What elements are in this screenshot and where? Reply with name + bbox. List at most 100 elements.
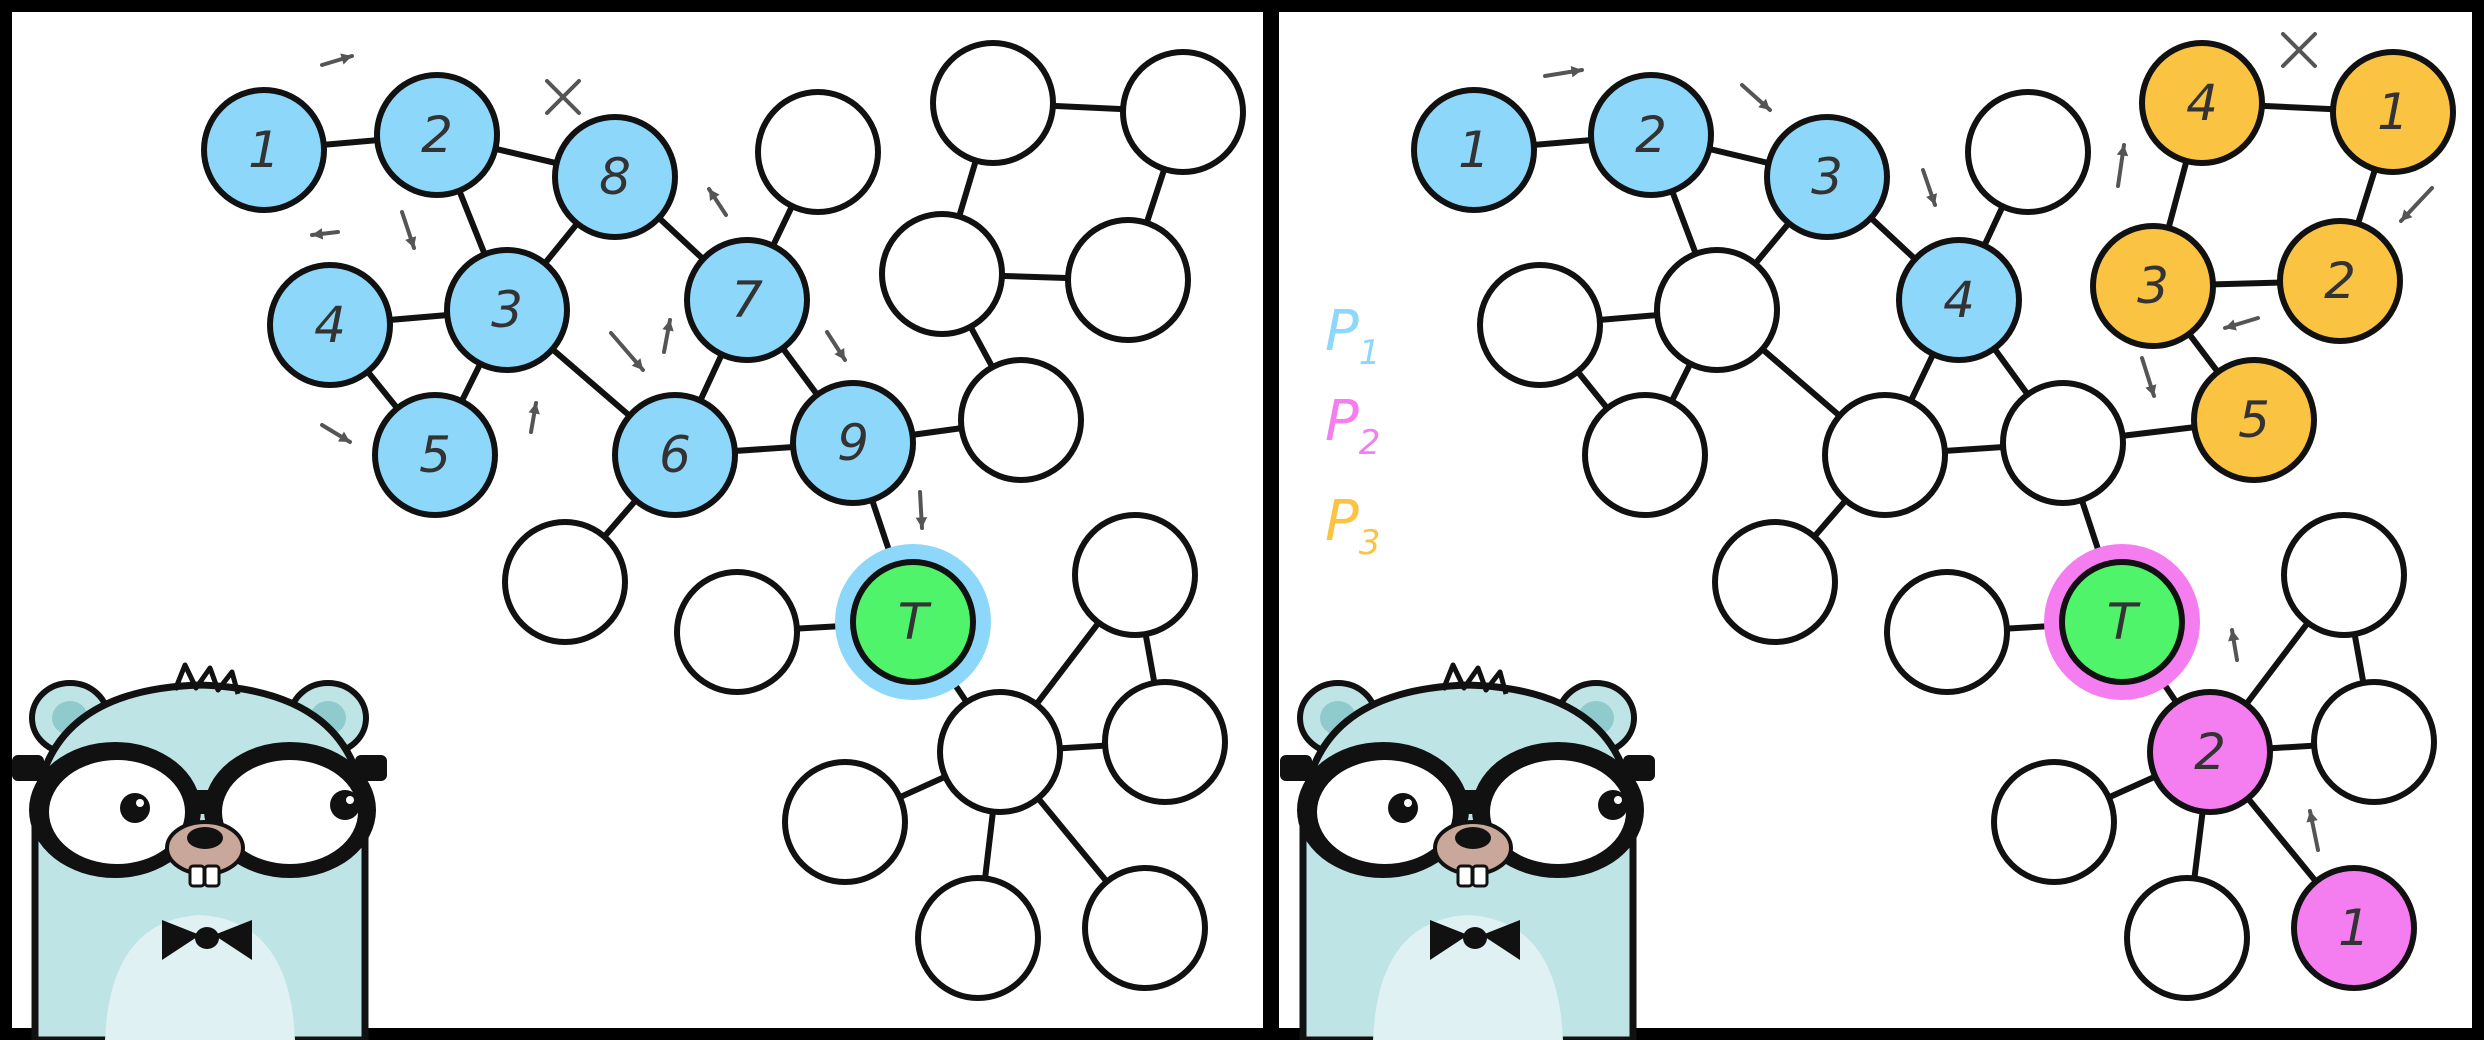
node-label: 1 — [1458, 121, 1490, 179]
gopher-mascot-left-icon — [12, 665, 387, 1040]
graph-node-empty — [1477, 262, 1603, 388]
graph-node-empty — [2281, 512, 2407, 638]
cross-mark-icon — [545, 79, 581, 115]
graph-node-2: 2 — [2147, 689, 2273, 815]
graph-node-empty — [915, 875, 1041, 1001]
node-circle — [1120, 49, 1246, 175]
node-label: 2 — [1635, 106, 1667, 164]
graph-node-empty — [1822, 392, 1948, 518]
node-circle — [2124, 875, 2250, 1001]
graph-node-empty — [937, 689, 1063, 815]
gopher-mascot-right-icon — [1280, 665, 1655, 1040]
traversal-arrow-icon — [320, 423, 352, 444]
traversal-arrow-icon — [2223, 316, 2260, 331]
traversal-arrow-icon — [915, 490, 928, 530]
graph-node-3: 3 — [1764, 114, 1890, 240]
node-label: 5 — [2238, 391, 2270, 449]
legend: P1 P2 P3 — [1325, 299, 1380, 563]
graph-node-empty — [502, 519, 628, 645]
node-circle — [1965, 89, 2091, 215]
nodes-right: 1 2 3 4 4 1 3 2 5 T 2 1 — [1411, 40, 2456, 1001]
graph-node-empty — [2311, 679, 2437, 805]
node-circle — [2330, 49, 2456, 175]
graph-node-T: T — [835, 544, 991, 700]
node-circle — [1712, 519, 1838, 645]
traversal-arrow-icon — [1921, 168, 1938, 207]
node-circle — [552, 114, 678, 240]
graph-node-empty — [1072, 512, 1198, 638]
node-circle — [850, 559, 976, 685]
traversal-arrow-icon — [2140, 356, 2157, 398]
graph-node-1: 1 — [201, 87, 327, 213]
legend-item-p3: P3 — [1325, 489, 1380, 563]
legend-item-p1: P1 — [1325, 299, 1380, 373]
graph-node-empty — [1582, 392, 1708, 518]
graph-node-3: 3 — [2090, 223, 2216, 349]
graph-node-1: 1 — [2291, 865, 2417, 991]
node-label: 2 — [421, 106, 453, 164]
graph-node-empty — [1712, 519, 1838, 645]
traversal-arrow-icon — [2306, 809, 2320, 852]
graph-node-4: 4 — [2139, 40, 2265, 166]
node-circle — [2090, 223, 2216, 349]
node-circle — [1065, 217, 1191, 343]
node-circle — [674, 569, 800, 695]
node-circle — [879, 211, 1005, 337]
node-label: 2 — [2194, 723, 2226, 781]
node-circle — [958, 357, 1084, 483]
graph-node-8: 8 — [552, 114, 678, 240]
graph-node-5: 5 — [2191, 357, 2317, 483]
graph-node-empty — [1991, 759, 2117, 885]
traversal-arrow-icon — [2116, 143, 2129, 188]
node-circle — [930, 40, 1056, 166]
node-circle — [374, 72, 500, 198]
traversal-arrow-icon — [825, 330, 847, 362]
node-label: T — [898, 593, 932, 651]
node-label: 3 — [491, 281, 523, 339]
traversal-arrow-icon — [1543, 66, 1584, 78]
node-label: 1 — [2377, 83, 2409, 141]
graph-node-7: 7 — [684, 237, 810, 363]
node-circle — [2147, 689, 2273, 815]
node-circle — [1654, 247, 1780, 373]
node-circle — [2139, 40, 2265, 166]
graph-node-9: 9 — [790, 380, 916, 506]
node-label: 8 — [599, 148, 631, 206]
graph-node-empty — [1120, 49, 1246, 175]
node-label: T — [2107, 593, 2141, 651]
node-label: 7 — [731, 271, 763, 329]
node-circle — [1764, 114, 1890, 240]
graph-node-T: T — [2044, 544, 2200, 700]
graph-node-empty — [1082, 865, 1208, 991]
node-circle — [502, 519, 628, 645]
node-label: 4 — [1943, 271, 1975, 329]
graph-node-1: 1 — [1411, 87, 1537, 213]
graph-node-2: 2 — [2277, 218, 2403, 344]
graph-node-empty — [1065, 217, 1191, 343]
node-circle — [937, 689, 1063, 815]
panel-right: 1 2 3 4 4 1 3 2 5 T 2 1 — [1411, 32, 2456, 1001]
node-circle — [372, 392, 498, 518]
node-circle — [444, 247, 570, 373]
node-label: 1 — [248, 121, 280, 179]
node-label: 4 — [314, 296, 346, 354]
node-circle — [267, 262, 393, 388]
traversal-arrow-icon — [400, 210, 417, 250]
node-label: 9 — [837, 414, 869, 472]
node-label: 5 — [419, 426, 451, 484]
node-circle — [2277, 218, 2403, 344]
graph-node-empty — [1965, 89, 2091, 215]
graph-node-empty — [1654, 247, 1780, 373]
graph-node-6: 6 — [612, 392, 738, 518]
node-circle — [2291, 865, 2417, 991]
node-circle — [915, 875, 1041, 1001]
traversal-arrow-icon — [662, 318, 674, 354]
legend-item-p2: P2 — [1325, 389, 1380, 463]
graph-node-1: 1 — [2330, 49, 2456, 175]
marks-left — [310, 53, 928, 530]
traversal-arrow-icon — [320, 53, 354, 67]
node-circle — [1411, 87, 1537, 213]
node-circle — [1102, 679, 1228, 805]
node-circle — [1082, 865, 1208, 991]
